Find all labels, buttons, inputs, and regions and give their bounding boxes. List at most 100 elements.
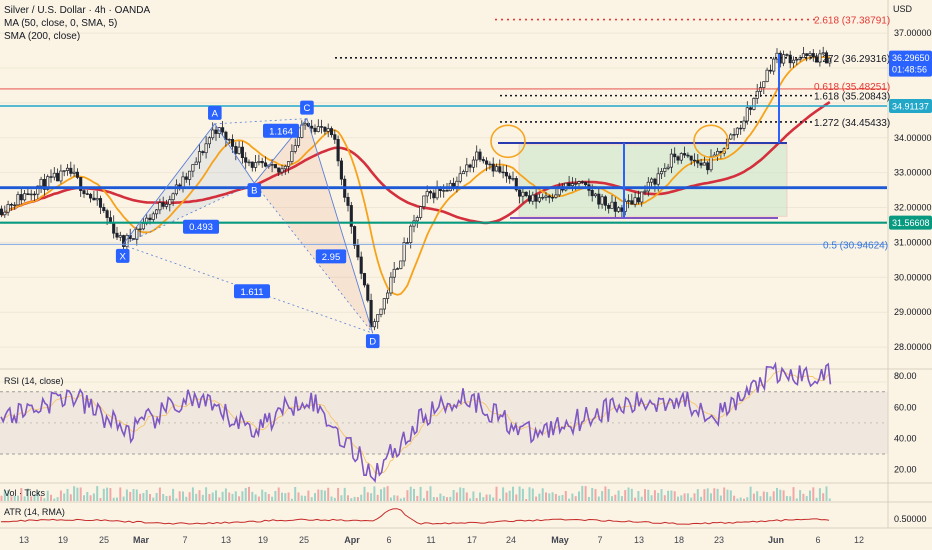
volume-bar bbox=[383, 487, 386, 501]
time-tick-label: 24 bbox=[506, 535, 516, 545]
volume-bar bbox=[591, 487, 594, 501]
level-badge-green: 31.56608 bbox=[892, 218, 930, 228]
volume-bar bbox=[485, 494, 488, 501]
volume-bar bbox=[218, 497, 221, 501]
volume-bar bbox=[231, 493, 234, 501]
time-tick-label: 7 bbox=[597, 535, 602, 545]
volume-bar bbox=[350, 498, 353, 501]
volume-bar bbox=[442, 495, 445, 501]
sma-legend[interactable]: SMA (200, close) bbox=[4, 31, 81, 42]
volume-bar bbox=[83, 495, 85, 501]
candle-body bbox=[593, 193, 598, 197]
time-tick-label: 25 bbox=[299, 535, 309, 545]
candle-body bbox=[32, 193, 37, 196]
candle-body bbox=[432, 192, 436, 199]
candle-body bbox=[112, 222, 116, 234]
pattern-ratio-label-bg bbox=[183, 219, 219, 234]
candle-body bbox=[676, 156, 680, 161]
volume-bar bbox=[449, 496, 452, 501]
ma-legend[interactable]: MA (50, close, 0, SMA, 5) bbox=[4, 18, 118, 29]
candle-body bbox=[570, 183, 574, 187]
candle-body bbox=[303, 123, 307, 126]
volume-bar bbox=[561, 494, 564, 501]
time-tick-label: 11 bbox=[426, 535, 435, 545]
candle-body bbox=[102, 207, 106, 212]
volume-bar bbox=[343, 487, 346, 501]
volume-bar bbox=[317, 489, 320, 501]
volume-bar bbox=[587, 496, 590, 501]
pattern-ratio-label: 1.611 bbox=[240, 287, 263, 298]
volume-bar bbox=[106, 487, 109, 501]
pattern-point-label-bg bbox=[247, 183, 262, 198]
candle-body bbox=[151, 213, 155, 220]
candle-body bbox=[293, 145, 297, 152]
volume-bar bbox=[112, 497, 115, 501]
candle-body bbox=[739, 127, 743, 130]
candle-body bbox=[772, 58, 776, 72]
volume-bar bbox=[696, 489, 699, 501]
volume-bar bbox=[224, 488, 227, 501]
candle-body bbox=[399, 260, 403, 269]
pattern-point-label: X bbox=[120, 251, 127, 262]
candle-body bbox=[567, 182, 571, 187]
candle-body bbox=[204, 143, 208, 154]
candle-body bbox=[673, 153, 677, 158]
candle-body bbox=[237, 146, 241, 154]
candle-body bbox=[795, 58, 799, 61]
candle-body bbox=[749, 107, 753, 110]
time-tick-label: 19 bbox=[58, 535, 68, 545]
time-tick-label: 7 bbox=[182, 535, 187, 545]
candle-body bbox=[445, 190, 449, 192]
candle-body bbox=[280, 168, 284, 173]
candle-body bbox=[758, 87, 763, 92]
candle-body bbox=[356, 244, 360, 258]
time-tick-label: May bbox=[551, 535, 569, 545]
candle-body bbox=[514, 178, 518, 191]
candle-body bbox=[138, 228, 142, 231]
volume-bar bbox=[191, 487, 194, 501]
sma-200-line bbox=[1, 101, 831, 225]
volume-bar bbox=[396, 495, 399, 501]
candle-body bbox=[164, 203, 169, 207]
candle-body bbox=[359, 256, 363, 274]
price-badge-value: 36.29650 bbox=[892, 53, 930, 63]
volume-bar bbox=[208, 493, 211, 501]
pattern-point-label: A bbox=[212, 108, 219, 119]
volume-bar bbox=[13, 496, 16, 501]
volume-bar bbox=[36, 490, 39, 501]
volume-bar bbox=[812, 487, 815, 501]
volume-bar bbox=[403, 497, 406, 501]
volume-bar bbox=[267, 494, 270, 501]
fib-label: 1.272 (34.45433) bbox=[814, 118, 890, 129]
candle-body bbox=[485, 160, 489, 165]
candle-body bbox=[16, 194, 20, 206]
volume-bar bbox=[548, 493, 551, 501]
volume-bar bbox=[264, 492, 267, 501]
candle-body bbox=[257, 161, 261, 163]
candle-body bbox=[663, 168, 667, 172]
candle-body bbox=[468, 164, 472, 168]
volume-bar bbox=[799, 490, 802, 501]
volume-bar bbox=[439, 493, 442, 501]
fib-label: 2.618 (37.38791) bbox=[814, 16, 890, 27]
price-tick-label: 31.00000 bbox=[894, 237, 932, 247]
vol-legend[interactable]: Vol · Ticks bbox=[4, 488, 46, 498]
volume-bar bbox=[686, 493, 689, 501]
candle-body bbox=[481, 159, 485, 162]
volume-bar bbox=[307, 490, 310, 501]
volume-bar bbox=[56, 497, 59, 501]
pattern-ratio-label-bg bbox=[315, 249, 347, 264]
candle-body bbox=[0, 208, 4, 216]
candle-body bbox=[808, 53, 812, 56]
volume-bar bbox=[657, 492, 660, 501]
rsi-legend[interactable]: RSI (14, close) bbox=[4, 376, 64, 386]
candle-body bbox=[310, 125, 314, 129]
volume-bar bbox=[614, 494, 617, 501]
atr-legend[interactable]: ATR (14, RMA) bbox=[4, 507, 65, 517]
volume-bar bbox=[594, 489, 597, 501]
price-badge-countdown: 01:48:56 bbox=[892, 65, 927, 75]
candle-body bbox=[610, 201, 614, 209]
volume-bar bbox=[182, 491, 184, 501]
volume-bar bbox=[630, 488, 633, 501]
